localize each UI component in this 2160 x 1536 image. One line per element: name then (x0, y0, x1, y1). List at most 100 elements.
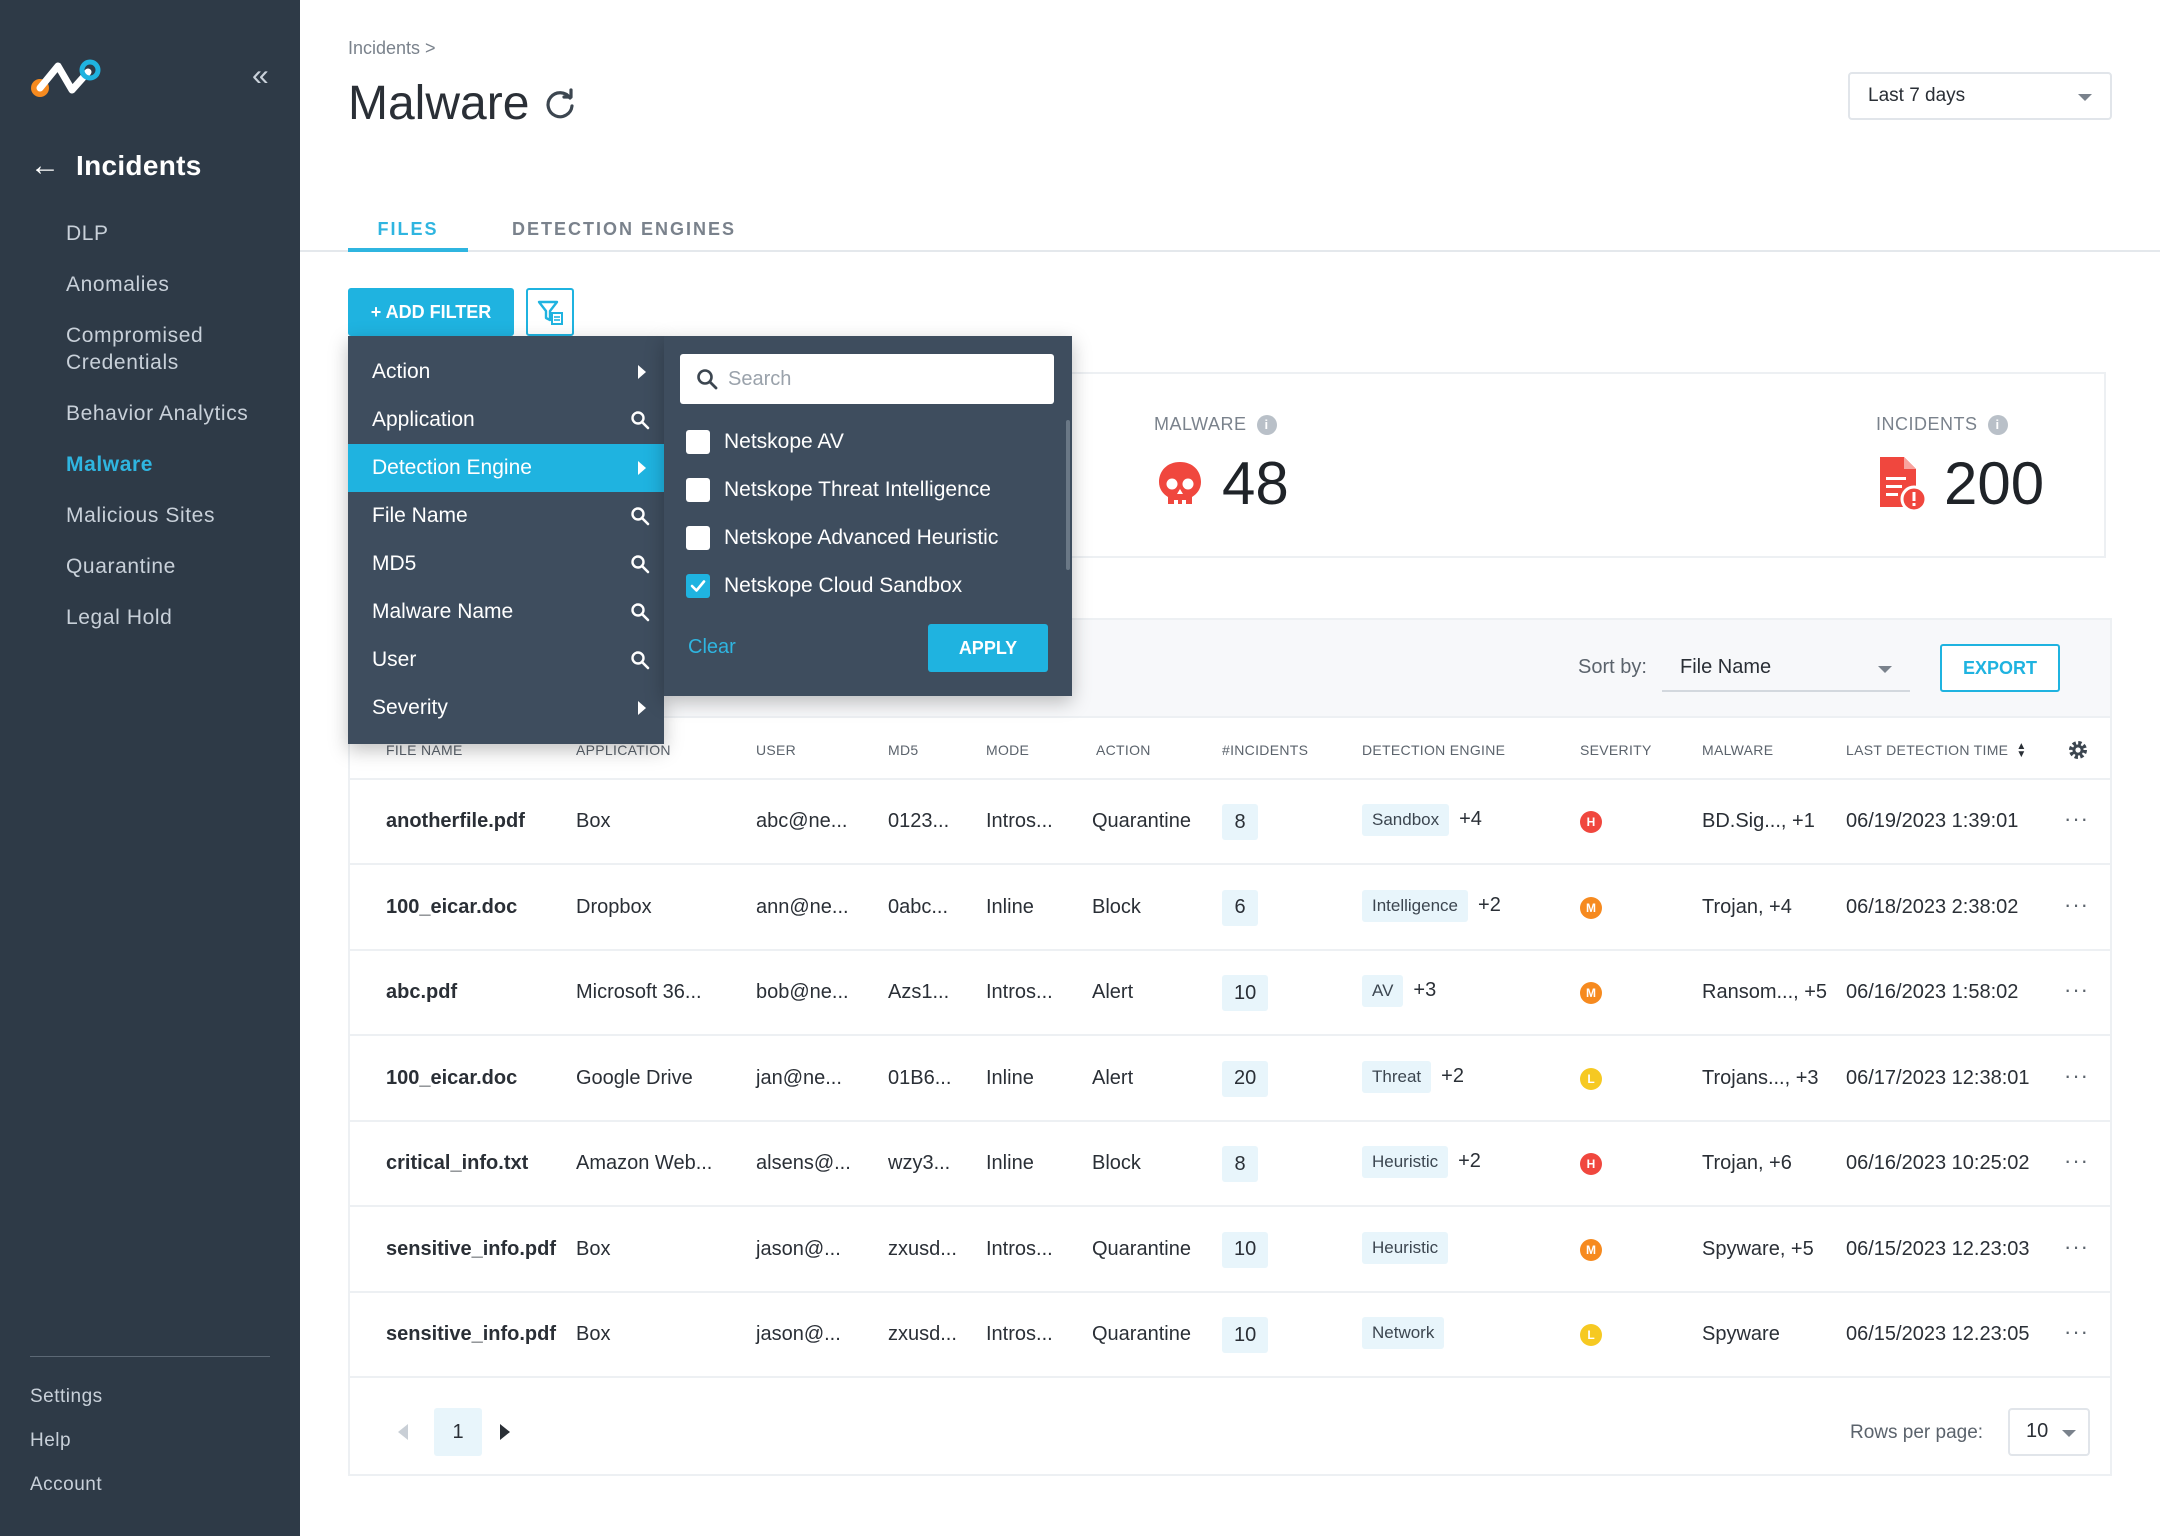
filter-menu-item[interactable]: User (348, 636, 664, 684)
filter-menu-item[interactable]: File Name (348, 492, 664, 540)
sidebar-item-help[interactable]: Help (30, 1430, 72, 1451)
table-row[interactable]: 100_eicar.doc Dropbox ann@ne... 0abc... Inli… (350, 866, 2110, 951)
column-header-file-name[interactable]: FILE NAME (386, 742, 463, 758)
next-page-icon[interactable] (500, 1424, 510, 1440)
column-header-md5[interactable]: MD5 (888, 742, 919, 758)
gear-icon[interactable] (2066, 738, 2090, 762)
row-more-icon[interactable]: ··· (2064, 1233, 2089, 1259)
table-row[interactable]: critical_info.txt Amazon Web... alsens@...… (350, 1122, 2110, 1207)
export-button[interactable]: EXPORT (1940, 644, 2060, 692)
page-number-button[interactable]: 1 (434, 1408, 482, 1456)
row-more-icon[interactable]: ··· (2064, 1062, 2089, 1088)
checkbox-checked[interactable] (686, 574, 710, 598)
sidebar-item-dlp[interactable]: DLP (66, 222, 109, 245)
column-header-detection-engine[interactable]: DETECTION ENGINE (1362, 742, 1506, 758)
row-more-icon[interactable]: ··· (2064, 1319, 2089, 1344)
table-row[interactable]: sensitive_info.pdf Box jason@... zxusd... In… (350, 1208, 2110, 1293)
cell-incidents-count[interactable]: 10 (1222, 1317, 1269, 1353)
skull-icon (1159, 461, 1201, 504)
column-header-incidents[interactable]: #INCIDENTS (1222, 742, 1309, 758)
submenu-scrollbar[interactable] (1066, 420, 1070, 570)
cell-file-name[interactable]: 100_eicar.doc (386, 1066, 518, 1089)
sort-by-select[interactable]: File Name (1662, 646, 1910, 692)
sidebar-item-malicious-sites[interactable]: Malicious Sites (66, 504, 216, 527)
cell-incidents-count[interactable]: 10 (1222, 975, 1269, 1011)
filter-menu-item[interactable]: MD5 (348, 540, 664, 588)
detection-engine-submenu: Netskope AV Netskope Threat Intelligence N… (664, 336, 1072, 696)
filter-menu-item[interactable]: Detection Engine (348, 444, 664, 492)
cell-file-name[interactable]: sensitive_info.pdf (386, 1323, 557, 1345)
row-more-icon[interactable]: ··· (2064, 891, 2089, 917)
detection-engine-more[interactable]: +2 (1458, 1150, 1481, 1172)
tab-detection-engines[interactable]: DETECTION ENGINES (511, 219, 737, 239)
breadcrumb[interactable]: Incidents > (348, 38, 436, 58)
previous-page-icon[interactable] (398, 1424, 408, 1440)
cell-file-name[interactable]: abc.pdf (386, 981, 458, 1003)
column-header-last-detection-time[interactable]: LAST DETECTION TIME ▲ ▼ (1846, 742, 2027, 760)
check-icon (690, 580, 706, 592)
cell-file-name[interactable]: critical_info.txt (386, 1152, 529, 1174)
apply-button[interactable]: APPLY (928, 624, 1048, 672)
tab-files[interactable]: FILES (348, 210, 468, 252)
chevron-right-icon (638, 461, 646, 475)
sidebar-item-behavior-analytics[interactable]: Behavior Analytics (66, 402, 249, 425)
date-range-select[interactable]: Last 7 days (1848, 72, 2112, 120)
detection-engine-more[interactable]: +2 (1441, 1064, 1464, 1087)
filter-menu-item[interactable]: Action (348, 348, 664, 396)
add-filter-button[interactable]: + ADD FILTER (348, 288, 514, 336)
filter-menu-item[interactable]: Malware Name (348, 588, 664, 636)
sidebar-item-quarantine[interactable]: Quarantine (66, 555, 176, 578)
cell-file-name[interactable]: 100_eicar.doc (386, 895, 518, 918)
cell-incidents-count[interactable]: 10 (1222, 1231, 1269, 1268)
table-row[interactable]: sensitive_info.pdf Box jason@... zxusd... In… (350, 1293, 2110, 1378)
row-more-icon[interactable]: ··· (2064, 977, 2089, 1002)
checkbox[interactable] (686, 526, 710, 550)
row-more-icon[interactable]: ··· (2064, 806, 2089, 831)
rows-per-page-select[interactable]: 10 (2008, 1408, 2090, 1456)
sidebar-item-settings[interactable]: Settings (30, 1386, 103, 1407)
sidebar-item-malware[interactable]: Malware (66, 453, 154, 476)
cell-incidents-count[interactable]: 20 (1222, 1060, 1269, 1097)
back-to-incidents[interactable]: ← Incidents (30, 150, 202, 182)
detection-engine-option[interactable]: Netskope Advanced Heuristic (686, 526, 998, 550)
column-header-mode[interactable]: MODE (986, 742, 1030, 758)
submenu-search-input[interactable] (728, 367, 1028, 391)
cell-file-name[interactable]: sensitive_info.pdf (386, 1237, 557, 1260)
detection-engine-option[interactable]: Netskope Threat Intelligence (686, 478, 991, 502)
cell-file-name[interactable]: anotherfile.pdf (386, 810, 525, 832)
clear-button[interactable]: Clear (688, 636, 736, 658)
column-header-severity[interactable]: SEVERITY (1580, 742, 1652, 758)
table-row[interactable]: abc.pdf Microsoft 36... bob@ne... Azs1... In… (350, 951, 2110, 1036)
column-header-application[interactable]: APPLICATION (576, 742, 671, 758)
checkbox[interactable] (686, 430, 710, 454)
filter-menu-item[interactable]: Application (348, 396, 664, 444)
detection-engine-more[interactable]: +4 (1459, 808, 1482, 830)
sidebar-item-compromised-credentials[interactable]: Compromised Credentials (66, 324, 204, 374)
cell-incidents-count[interactable]: 6 (1222, 889, 1258, 926)
netskope-logo[interactable] (28, 54, 104, 102)
table-row[interactable]: 100_eicar.doc Google Drive jan@ne... 01B6..… (350, 1037, 2110, 1122)
column-header-user[interactable]: USER (756, 742, 797, 758)
info-icon[interactable]: i (1256, 414, 1277, 435)
column-header-malware[interactable]: MALWARE (1702, 742, 1774, 758)
detection-engine-option[interactable]: Netskope Cloud Sandbox (686, 574, 962, 598)
arrow-left-icon: ← (30, 149, 60, 182)
column-header-action[interactable]: ACTION (1096, 742, 1151, 758)
saved-filters-button[interactable] (526, 288, 574, 336)
cell-detection-engine: Network (1362, 1317, 1454, 1349)
sidebar-item-account[interactable]: Account (30, 1474, 103, 1495)
row-more-icon[interactable]: ··· (2064, 1148, 2089, 1173)
cell-incidents-count[interactable]: 8 (1222, 1146, 1258, 1182)
sidebar-item-anomalies[interactable]: Anomalies (66, 273, 170, 296)
refresh-icon[interactable] (543, 87, 577, 121)
cell-incidents-count[interactable]: 8 (1222, 804, 1258, 840)
detection-engine-more[interactable]: +2 (1478, 893, 1501, 916)
table-row[interactable]: anotherfile.pdf Box abc@ne... 0123... Intros… (350, 780, 2110, 865)
filter-menu-item[interactable]: Severity (348, 684, 664, 732)
collapse-sidebar-icon[interactable]: « (252, 59, 269, 92)
detection-engine-more[interactable]: +3 (1413, 979, 1437, 1001)
sidebar-item-legal-hold[interactable]: Legal Hold (66, 606, 173, 629)
info-icon[interactable]: i (1987, 414, 2008, 435)
checkbox[interactable] (686, 478, 710, 502)
detection-engine-option[interactable]: Netskope AV (686, 430, 844, 454)
